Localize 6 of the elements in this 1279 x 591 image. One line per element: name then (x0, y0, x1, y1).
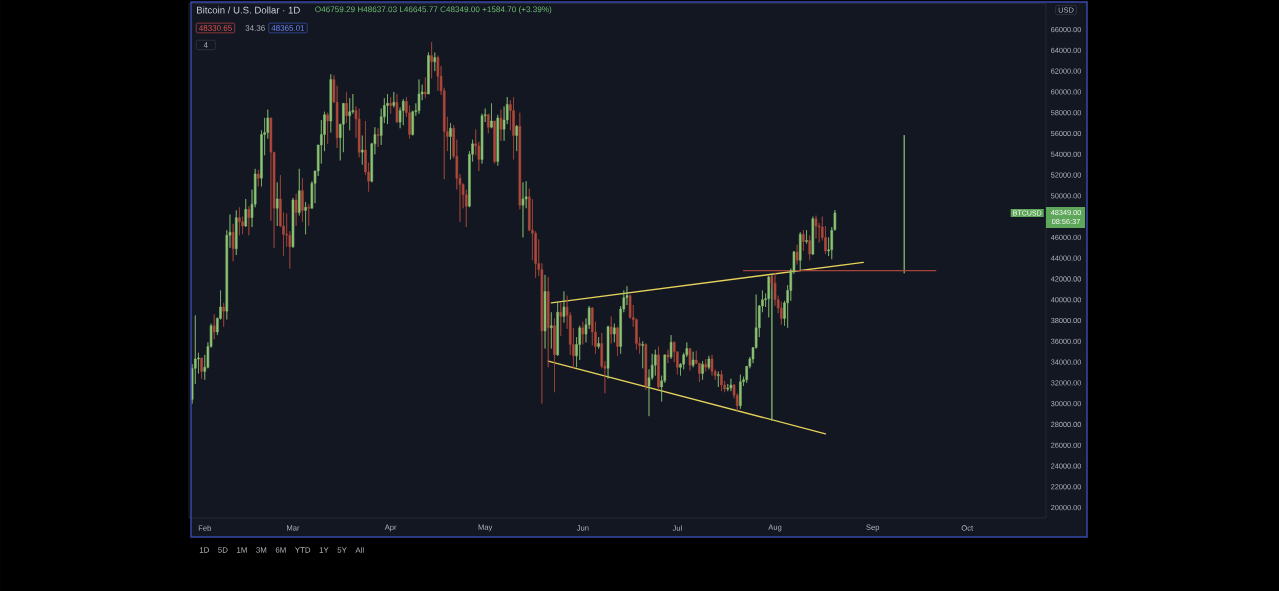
chart-title: Bitcoin / U.S. Dollar · 1D (197, 6, 300, 14)
annotation: 34.36 (245, 25, 265, 31)
annotation: 48330.65 (198, 25, 232, 31)
chart-subtitle: O46759.29 H48637.03 L46645.77 C48349.00 +1584.70 (+3.39%) (315, 6, 552, 14)
annotation: 4 (203, 42, 208, 48)
annotation: 48365.01 (271, 25, 305, 31)
